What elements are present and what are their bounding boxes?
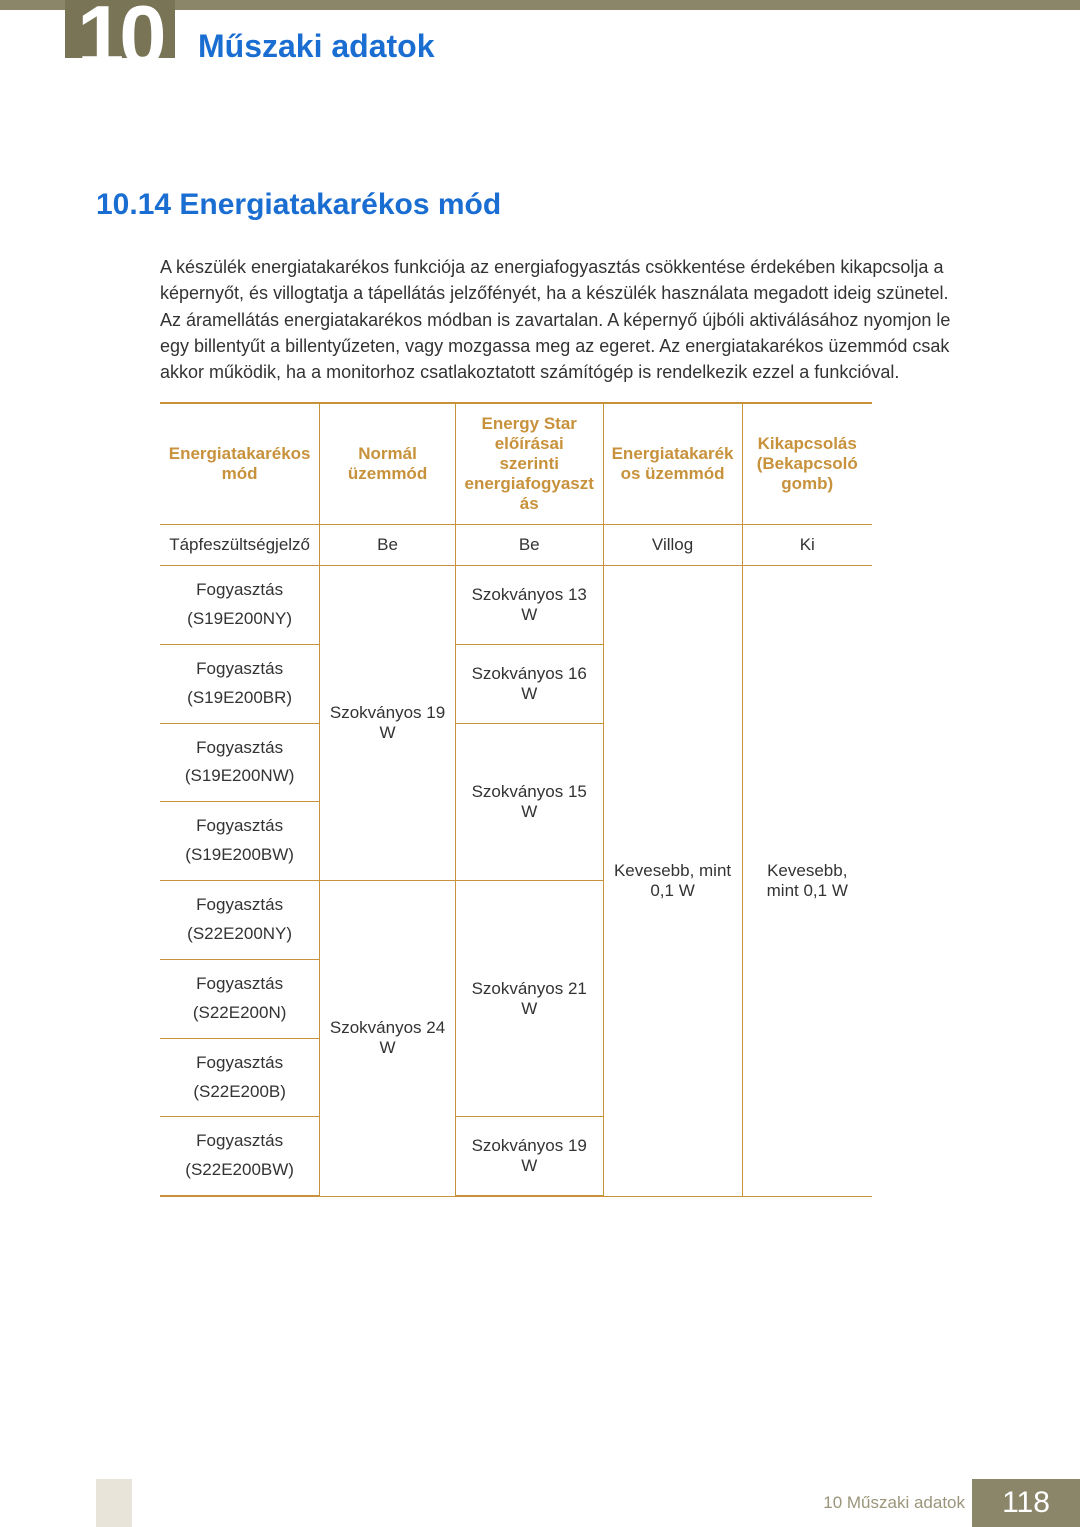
- cell-model: Fogyasztás (S19E200BW): [160, 802, 320, 881]
- page-footer: 10 Műszaki adatok 118: [0, 1479, 1080, 1527]
- cell-indicator-label: Tápfeszültségjelző: [160, 525, 320, 566]
- energy-spec-table: Energiatakarékos mód Normál üzemmód Ener…: [160, 402, 872, 1197]
- th-normal: Normál üzemmód: [320, 403, 456, 525]
- table-row: Tápfeszültségjelző Be Be Villog Ki: [160, 525, 872, 566]
- chapter-number-badge: 10: [65, 0, 175, 58]
- cell-model: Fogyasztás (S22E200N): [160, 959, 320, 1038]
- cell-normal-group-2: Szokványos 24 W: [320, 881, 456, 1197]
- cell-es-1: Szokványos 13 W: [455, 566, 603, 645]
- cell-model: Fogyasztás (S22E200BW): [160, 1117, 320, 1196]
- cell-model: Fogyasztás (S19E200NY): [160, 566, 320, 645]
- section-heading: 10.14 Energiatakarékos mód: [96, 188, 501, 222]
- th-mode: Energiatakarékos mód: [160, 403, 320, 525]
- chapter-number: 10: [77, 0, 162, 58]
- th-off: Kikapcsolás (Bekapcsoló gomb): [742, 403, 872, 525]
- cell-indicator-normal: Be: [320, 525, 456, 566]
- cell-es-3: Szokványos 15 W: [455, 723, 603, 881]
- cell-model: Fogyasztás (S19E200BR): [160, 644, 320, 723]
- th-saving: Energiatakarék os üzemmód: [603, 403, 742, 525]
- cell-indicator-es: Be: [455, 525, 603, 566]
- cell-es-2: Szokványos 16 W: [455, 644, 603, 723]
- footer-page-number: 118: [972, 1479, 1080, 1527]
- chapter-title: Műszaki adatok: [198, 28, 435, 65]
- table-row: Fogyasztás (S19E200NY) Szokványos 19 W S…: [160, 566, 872, 645]
- th-energystar: Energy Star előírásai szerinti energiafo…: [455, 403, 603, 525]
- footer-chapter-text: 10 Műszaki adatok: [823, 1493, 965, 1513]
- intro-paragraph: A készülék energiatakarékos funkciója az…: [160, 254, 972, 385]
- footer-left-accent: [96, 1479, 132, 1527]
- cell-es-5: Szokványos 19 W: [455, 1117, 603, 1196]
- cell-indicator-off: Ki: [742, 525, 872, 566]
- cell-off-merged: Kevesebb, mint 0,1 W: [742, 566, 872, 1197]
- cell-model: Fogyasztás (S22E200B): [160, 1038, 320, 1117]
- cell-es-4: Szokványos 21 W: [455, 881, 603, 1117]
- cell-normal-group-1: Szokványos 19 W: [320, 566, 456, 881]
- cell-model: Fogyasztás (S22E200NY): [160, 881, 320, 960]
- cell-model: Fogyasztás (S19E200NW): [160, 723, 320, 802]
- cell-saving-merged: Kevesebb, mint 0,1 W: [603, 566, 742, 1197]
- cell-indicator-saving: Villog: [603, 525, 742, 566]
